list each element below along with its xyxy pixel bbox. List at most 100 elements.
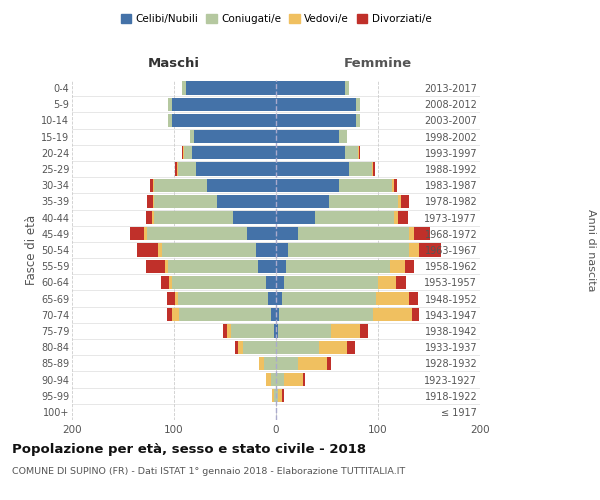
Bar: [244, 340, 276, 354]
Bar: [206, 178, 276, 192]
Bar: [168, 98, 172, 111]
Bar: [175, 162, 177, 175]
Bar: [276, 260, 286, 273]
Bar: [158, 244, 162, 256]
Bar: [271, 308, 276, 322]
Bar: [184, 146, 193, 160]
Bar: [148, 195, 152, 208]
Bar: [302, 373, 305, 386]
Bar: [130, 227, 145, 240]
Bar: [349, 162, 372, 175]
Bar: [227, 324, 231, 338]
Bar: [284, 373, 302, 386]
Bar: [392, 178, 394, 192]
Bar: [276, 211, 315, 224]
Bar: [274, 324, 276, 338]
Bar: [276, 195, 329, 208]
Bar: [298, 356, 327, 370]
Bar: [276, 146, 346, 160]
Bar: [276, 227, 298, 240]
Bar: [194, 130, 276, 143]
Bar: [398, 195, 401, 208]
Bar: [394, 211, 398, 224]
Bar: [272, 389, 274, 402]
Bar: [394, 178, 397, 192]
Bar: [298, 227, 409, 240]
Bar: [286, 260, 390, 273]
Bar: [257, 260, 276, 273]
Bar: [346, 82, 349, 94]
Bar: [276, 178, 339, 192]
Bar: [152, 178, 154, 192]
Bar: [172, 308, 179, 322]
Bar: [152, 195, 154, 208]
Bar: [339, 178, 392, 192]
Bar: [347, 340, 355, 354]
Bar: [178, 162, 196, 175]
Bar: [271, 373, 276, 386]
Bar: [276, 276, 284, 289]
Bar: [315, 211, 394, 224]
Bar: [412, 308, 419, 322]
Bar: [398, 211, 407, 224]
Bar: [186, 82, 276, 94]
Bar: [390, 260, 404, 273]
Text: Femmine: Femmine: [344, 57, 412, 70]
Bar: [329, 195, 398, 208]
Bar: [319, 340, 347, 354]
Text: COMUNE DI SUPINO (FR) - Dati ISTAT 1° gennaio 2018 - Elaborazione TUTTITALIA.IT: COMUNE DI SUPINO (FR) - Dati ISTAT 1° ge…: [12, 468, 405, 476]
Bar: [182, 82, 186, 94]
Bar: [162, 244, 256, 256]
Bar: [149, 178, 152, 192]
Bar: [233, 211, 276, 224]
Bar: [376, 292, 409, 305]
Bar: [146, 211, 152, 224]
Bar: [169, 276, 172, 289]
Bar: [145, 227, 148, 240]
Text: Maschi: Maschi: [148, 57, 200, 70]
Bar: [331, 324, 359, 338]
Bar: [401, 195, 409, 208]
Bar: [378, 276, 397, 289]
Bar: [178, 292, 268, 305]
Bar: [339, 130, 347, 143]
Bar: [146, 260, 165, 273]
Bar: [276, 244, 288, 256]
Bar: [161, 276, 169, 289]
Bar: [256, 244, 276, 256]
Bar: [419, 244, 441, 256]
Bar: [404, 260, 414, 273]
Bar: [137, 244, 158, 256]
Bar: [264, 356, 276, 370]
Bar: [409, 244, 419, 256]
Bar: [235, 340, 238, 354]
Bar: [148, 227, 247, 240]
Bar: [282, 389, 284, 402]
Bar: [276, 130, 339, 143]
Bar: [373, 308, 412, 322]
Bar: [356, 114, 359, 127]
Bar: [183, 146, 184, 160]
Bar: [177, 162, 178, 175]
Bar: [276, 82, 346, 94]
Bar: [276, 98, 356, 111]
Bar: [276, 308, 279, 322]
Bar: [238, 340, 244, 354]
Bar: [276, 114, 356, 127]
Bar: [327, 356, 331, 370]
Legend: Celibi/Nubili, Coniugati/e, Vedovi/e, Divorziati/e: Celibi/Nubili, Coniugati/e, Vedovi/e, Di…: [116, 10, 436, 29]
Bar: [193, 146, 276, 160]
Bar: [190, 130, 194, 143]
Bar: [266, 373, 271, 386]
Bar: [276, 292, 282, 305]
Bar: [276, 356, 298, 370]
Bar: [175, 292, 178, 305]
Bar: [346, 146, 358, 160]
Bar: [359, 324, 368, 338]
Bar: [278, 389, 282, 402]
Bar: [165, 260, 168, 273]
Bar: [154, 195, 217, 208]
Bar: [288, 244, 409, 256]
Bar: [167, 292, 175, 305]
Bar: [231, 324, 274, 338]
